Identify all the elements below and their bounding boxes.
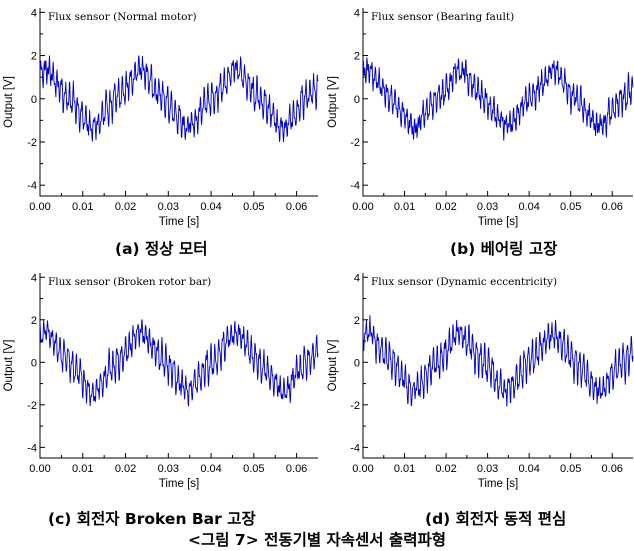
y-tick-label: -2 (350, 137, 360, 149)
chart-title: Flux sensor (Bearing fault) (371, 11, 514, 23)
y-tick-label: 4 (31, 272, 37, 284)
x-tick-label: 0.03 (477, 201, 498, 213)
y-tick-label: 0 (354, 94, 360, 106)
y-tick-label: -2 (350, 400, 360, 412)
axes (362, 8, 633, 197)
y-tick-label: -4 (350, 442, 360, 454)
x-tick-label: 0.00 (29, 463, 50, 475)
x-tick-label: 0.03 (158, 201, 179, 213)
x-axis-label: Time [s] (159, 478, 199, 490)
x-tick-label: 0.02 (115, 201, 136, 213)
x-tick-label: 0.05 (243, 201, 264, 213)
y-tick-label: 0 (31, 357, 37, 369)
flux-signal-line (39, 319, 319, 407)
chart-1: Flux sensor (Bearing fault) 4 2 0 -2 -4 0.00 0.… (327, 7, 634, 228)
x-tick-label: 0.02 (115, 463, 136, 475)
x-tick-label: 0.01 (394, 463, 415, 475)
x-tick-label: 0.04 (518, 463, 539, 475)
chart-title: Flux sensor (Dynamic eccentricity) (371, 276, 557, 288)
x-axis-label: Time [s] (478, 478, 518, 490)
x-tick-label: 0.06 (602, 201, 623, 213)
y-tick-label: -4 (27, 442, 37, 454)
x-tick-label: 0.06 (286, 463, 307, 475)
y-tick-label: 4 (354, 272, 360, 284)
x-tick-label: 0.05 (560, 201, 581, 213)
x-tick-label: 0.04 (200, 201, 221, 213)
figure-caption: <그림 7> 전동기별 자속센서 출력파형 (188, 531, 446, 549)
flux-signal-line (362, 57, 634, 141)
x-tick-label: 0.05 (560, 463, 581, 475)
x-tick-label: 0.06 (286, 201, 307, 213)
caption-d: (d) 회전자 동적 편심 (425, 510, 567, 528)
x-tick-label: 0.00 (352, 201, 373, 213)
x-tick-label: 0.02 (435, 463, 456, 475)
y-tick-label: -4 (350, 180, 360, 192)
x-tick-label: 0.02 (435, 201, 456, 213)
x-tick-label: 0.01 (72, 201, 93, 213)
flux-signal-line (362, 315, 634, 407)
caption-b: (b) 베어링 고장 (450, 240, 558, 258)
flux-signal-line (39, 55, 319, 143)
chart-3: Flux sensor (Dynamic eccentricity) 4 2 0 -2 -… (327, 272, 634, 490)
chart-title: Flux sensor (Normal motor) (48, 11, 197, 23)
y-tick-label: 4 (354, 7, 360, 19)
caption-a: (a) 정상 모터 (115, 240, 208, 258)
y-axis-label: Output [V] (3, 76, 15, 128)
axes (362, 273, 633, 459)
x-tick-label: 0.05 (243, 463, 264, 475)
x-tick-label: 0.03 (477, 463, 498, 475)
chart-title: Flux sensor (Broken rotor bar) (48, 276, 211, 288)
y-axis-label: Output [V] (327, 76, 339, 128)
y-tick-label: 0 (31, 94, 37, 106)
y-tick-label: -4 (27, 180, 37, 192)
x-tick-label: 0.04 (518, 201, 539, 213)
y-tick-label: 2 (354, 51, 360, 63)
x-tick-label: 0.00 (29, 201, 50, 213)
x-axis-label: Time [s] (159, 216, 199, 228)
x-tick-label: 0.01 (72, 463, 93, 475)
y-axis-label: Output [V] (3, 340, 15, 392)
x-axis-label: Time [s] (478, 216, 518, 228)
y-tick-label: -2 (27, 400, 37, 412)
x-tick-label: 0.01 (394, 201, 415, 213)
y-axis-label: Output [V] (327, 340, 339, 392)
y-tick-label: 2 (354, 315, 360, 327)
y-tick-label: 2 (31, 315, 37, 327)
y-tick-label: 2 (31, 51, 37, 63)
caption-c: (c) 회전자 Broken Bar 고장 (48, 510, 256, 528)
x-tick-label: 0.06 (602, 463, 623, 475)
y-tick-label: -2 (27, 137, 37, 149)
x-tick-label: 0.00 (352, 463, 373, 475)
y-tick-label: 0 (354, 357, 360, 369)
axes (39, 273, 318, 459)
x-tick-label: 0.04 (200, 463, 221, 475)
x-tick-label: 0.03 (158, 463, 179, 475)
chart-0: Flux sensor (Normal motor) 4 2 0 -2 -4 0.00 0.0… (3, 7, 319, 228)
y-tick-label: 4 (31, 7, 37, 19)
chart-2: Flux sensor (Broken rotor bar) 4 2 0 -2 -4 0.0… (3, 272, 319, 490)
